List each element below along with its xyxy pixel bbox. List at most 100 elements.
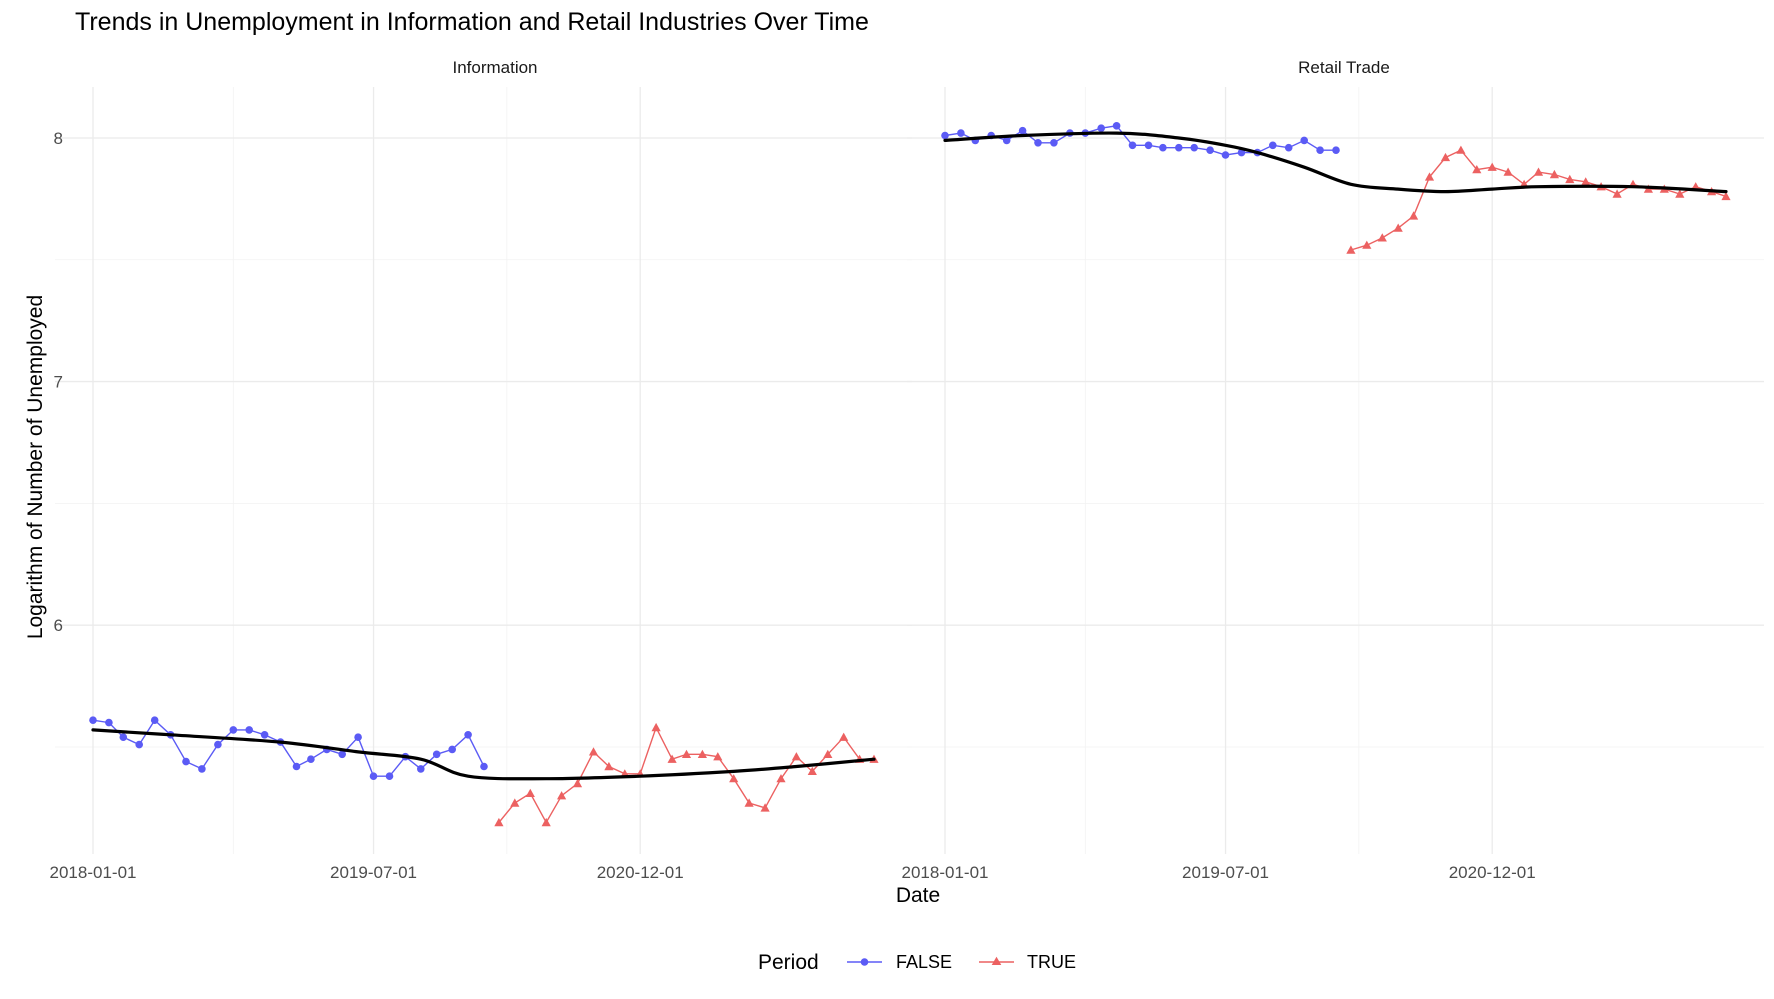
data-point-true	[697, 749, 707, 758]
data-point-true	[1409, 211, 1419, 220]
legend-true-marker	[991, 956, 1002, 965]
data-point-true	[760, 803, 770, 812]
y-tick-label: 8	[54, 129, 63, 148]
x-tick-label: 2019-07-01	[330, 863, 417, 882]
legend-false-marker	[860, 958, 869, 966]
data-point-false	[1112, 122, 1121, 130]
data-point-false	[1190, 143, 1198, 152]
data-point-true	[776, 774, 786, 783]
panel-information: 6 7 8 2018-01-01 2019-07-01 2020-12-01	[50, 87, 912, 882]
data-point-true	[541, 817, 551, 827]
data-point-false	[1206, 146, 1214, 154]
y-tick-label: 6	[54, 616, 63, 635]
data-point-false	[1237, 148, 1246, 157]
panel-strip-retail-trade: Retail Trade	[1298, 58, 1390, 77]
data-point-false	[182, 757, 190, 766]
legend-false-label: FALSE	[896, 952, 952, 972]
data-point-false	[1050, 139, 1058, 147]
x-tick-label: 2018-01-01	[902, 863, 989, 882]
data-point-false	[385, 772, 394, 780]
data-point-true	[1581, 177, 1591, 186]
data-point-false	[1269, 141, 1277, 150]
data-point-false	[1316, 146, 1324, 154]
data-point-true	[1612, 189, 1622, 198]
x-axis-title: Date	[896, 884, 940, 907]
data-point-true	[557, 791, 567, 800]
data-point-false	[464, 731, 472, 739]
data-point-false	[260, 731, 269, 739]
data-point-false	[354, 733, 362, 741]
x-tick-label: 2019-07-01	[1182, 863, 1269, 882]
smooth-trend-line	[943, 131, 1728, 194]
data-point-false	[417, 765, 425, 773]
data-point-true	[604, 761, 614, 771]
data-point-true	[791, 752, 801, 761]
data-point-true	[1424, 172, 1435, 181]
data-point-false	[1018, 126, 1027, 135]
data-point-true	[1377, 233, 1387, 242]
data-point-true	[729, 774, 739, 783]
data-point-true	[1487, 162, 1497, 171]
data-point-false	[1175, 143, 1183, 152]
panel-strip-information: Information	[452, 58, 537, 77]
data-point-false	[1221, 151, 1230, 159]
data-point-false	[1284, 143, 1293, 152]
data-point-false	[957, 129, 965, 137]
data-point-true	[1721, 191, 1731, 201]
smooth-trend-line	[91, 728, 876, 781]
x-tick-label: 2020-12-01	[597, 863, 684, 882]
legend-true-label: TRUE	[1027, 952, 1076, 972]
data-point-false	[105, 718, 113, 727]
series-line-false	[92, 719, 485, 777]
data-point-true	[1472, 165, 1482, 174]
y-axis-title: Logarithm of Number of Unemployed	[24, 295, 47, 639]
chart-title: Trends in Unemployment in Information an…	[75, 8, 869, 36]
y-tick-label: 7	[54, 373, 63, 392]
data-point-false	[150, 716, 159, 724]
data-point-true	[744, 798, 754, 807]
data-point-false	[1128, 141, 1137, 150]
data-point-false	[1002, 136, 1011, 145]
data-point-true	[713, 752, 723, 761]
data-point-false	[1332, 146, 1340, 154]
data-point-false	[432, 750, 441, 759]
data-point-true	[1440, 152, 1451, 162]
data-point-true	[667, 754, 677, 763]
data-point-true	[1549, 169, 1559, 179]
data-point-false	[480, 762, 488, 771]
data-point-false	[338, 750, 347, 759]
data-point-false	[369, 772, 378, 780]
data-point-true	[1565, 174, 1575, 184]
data-point-false	[1034, 139, 1042, 147]
panel-retail-trade: 2018-01-01 2019-07-01 2020-12-01	[902, 87, 1764, 882]
data-point-true	[1362, 240, 1372, 249]
data-point-false	[89, 716, 97, 724]
x-tick-label: 2020-12-01	[1449, 863, 1536, 882]
data-point-true	[525, 788, 535, 797]
data-point-false	[307, 755, 315, 763]
data-point-false	[214, 740, 222, 749]
data-point-true	[510, 798, 520, 807]
data-point-false	[1300, 136, 1308, 145]
data-point-false	[1159, 143, 1167, 152]
data-point-true	[1393, 223, 1403, 232]
series-line-true	[1350, 149, 1727, 251]
x-tick-label: 2018-01-01	[50, 863, 137, 882]
data-point-true	[1503, 167, 1513, 176]
data-point-false	[1097, 124, 1105, 132]
data-point-true	[1456, 145, 1466, 154]
data-point-false	[198, 765, 206, 773]
legend: Period FALSE TRUE	[758, 951, 1076, 974]
data-point-false	[941, 131, 949, 140]
legend-title: Period	[758, 951, 819, 974]
data-point-false	[292, 762, 301, 771]
data-point-true	[572, 778, 583, 788]
data-point-false	[245, 726, 253, 734]
data-point-true	[839, 732, 849, 741]
data-point-true	[807, 766, 817, 775]
data-point-true	[494, 817, 504, 827]
data-point-true	[1533, 167, 1544, 176]
data-point-true	[651, 722, 661, 732]
